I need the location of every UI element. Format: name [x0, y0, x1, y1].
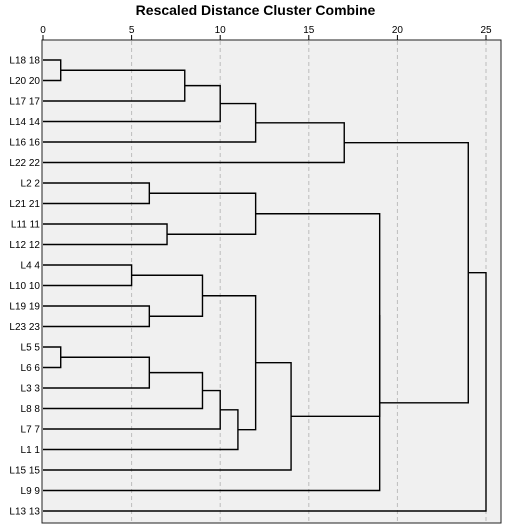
x-tick-label-25: 25 — [480, 25, 492, 36]
x-axis-ticks: 0 5 10 15 20 25 — [40, 25, 492, 40]
leaf-label-L19: L19 19 — [9, 302, 40, 313]
merge-link-m22 — [43, 272, 487, 512]
leaf-label-L17: L17 17 — [9, 97, 40, 108]
leaf-label-L23: L23 23 — [9, 322, 40, 333]
plot-area — [41, 39, 502, 524]
leaf-label-L21: L21 21 — [9, 199, 40, 210]
leaf-label-L2: L2 2 — [21, 179, 41, 190]
x-tick-label-20: 20 — [392, 25, 404, 36]
leaf-label-L6: L6 6 — [21, 363, 41, 374]
leaf-label-L15: L15 15 — [9, 466, 40, 477]
dendrogram-links — [43, 59, 487, 512]
leaf-labels: L18 18 L20 20 L17 17 L14 14 L16 16 L22 22 L2 2… — [9, 56, 40, 518]
leaf-label-L20: L20 20 — [9, 76, 40, 87]
leaf-label-L18: L18 18 — [9, 56, 40, 67]
merge-link-m20 — [43, 315, 381, 492]
x-tick-label-10: 10 — [215, 25, 227, 36]
leaf-label-L8: L8 8 — [21, 404, 41, 415]
x-tick-label-0: 0 — [40, 25, 46, 36]
leaf-label-L14: L14 14 — [9, 117, 40, 128]
leaf-label-L7: L7 7 — [21, 425, 41, 436]
leaf-label-L3: L3 3 — [21, 384, 41, 395]
leaf-label-L9: L9 9 — [21, 486, 41, 497]
leaf-label-L12: L12 12 — [9, 240, 40, 251]
leaf-label-L1: L1 1 — [21, 445, 41, 456]
leaf-label-L16: L16 16 — [9, 138, 40, 149]
leaf-label-L4: L4 4 — [21, 261, 41, 272]
chart-title: Rescaled Distance Cluster Combine — [135, 2, 376, 18]
x-tick-label-5: 5 — [129, 25, 135, 36]
leaf-label-L10: L10 10 — [9, 281, 40, 292]
leaf-label-L22: L22 22 — [9, 158, 40, 169]
x-tick-label-15: 15 — [303, 25, 315, 36]
leaf-label-L13: L13 13 — [9, 507, 40, 518]
leaf-label-L5: L5 5 — [21, 343, 41, 354]
leaf-label-L11: L11 11 — [11, 220, 41, 231]
